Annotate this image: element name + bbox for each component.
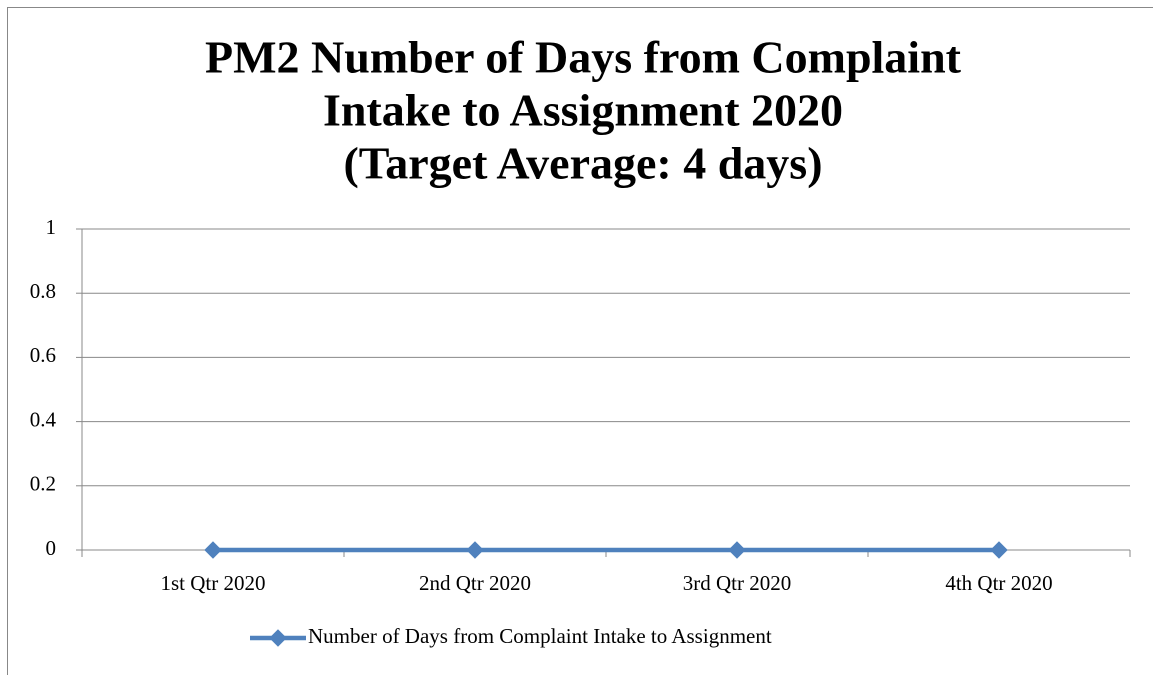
y-tick-label: 0.6 xyxy=(30,343,56,367)
legend-marker xyxy=(269,629,287,647)
chart-frame xyxy=(7,7,1153,675)
x-tick-label: 2nd Qtr 2020 xyxy=(419,571,531,595)
y-tick-label: 0 xyxy=(46,536,57,560)
y-tick-label: 0.2 xyxy=(30,472,56,496)
x-tick-label: 3rd Qtr 2020 xyxy=(683,571,792,595)
legend-label: Number of Days from Complaint Intake to … xyxy=(308,624,772,648)
marker xyxy=(466,541,484,559)
y-tick-label: 1 xyxy=(46,215,57,239)
x-tick-label: 4th Qtr 2020 xyxy=(945,571,1052,595)
chart-title: PM2 Number of Days from Complaint xyxy=(205,32,962,83)
marker xyxy=(204,541,222,559)
y-tick-label: 0.4 xyxy=(30,407,57,431)
marker xyxy=(990,541,1008,559)
x-tick-label: 1st Qtr 2020 xyxy=(161,571,266,595)
marker xyxy=(728,541,746,559)
chart-title: Intake to Assignment 2020 xyxy=(323,85,843,136)
chart-title: (Target Average: 4 days) xyxy=(343,138,822,189)
y-tick-label: 0.8 xyxy=(30,279,56,303)
